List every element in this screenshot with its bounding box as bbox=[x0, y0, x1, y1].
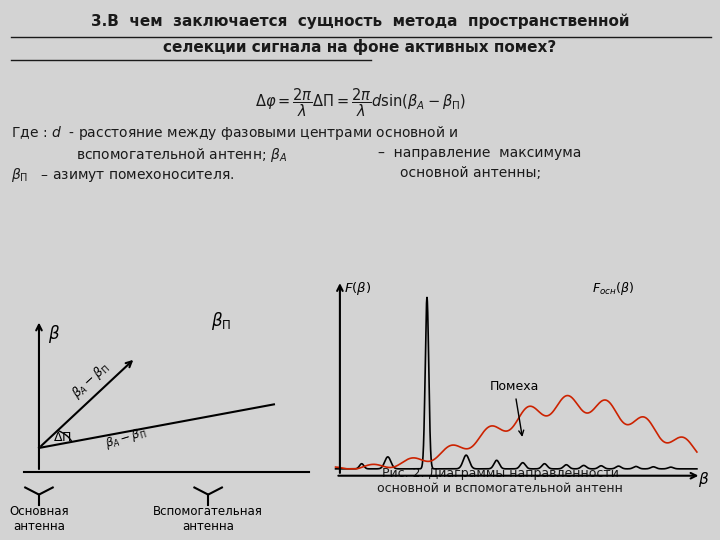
Text: основной антенны;: основной антенны; bbox=[400, 166, 541, 180]
Text: Где : $d$  - расстояние между фазовыми центрами основной и: Где : $d$ - расстояние между фазовыми це… bbox=[11, 124, 459, 142]
Text: $F(\beta)$: $F(\beta)$ bbox=[344, 280, 372, 298]
Text: $\beta_A - \beta_\Pi$: $\beta_A - \beta_\Pi$ bbox=[68, 359, 113, 402]
Text: $\Delta\Pi$: $\Delta\Pi$ bbox=[53, 430, 71, 443]
Text: $\Delta\varphi = \dfrac{2\pi}{\lambda}\Delta\Pi = \dfrac{2\pi}{\lambda}d\sin(\be: $\Delta\varphi = \dfrac{2\pi}{\lambda}\D… bbox=[254, 86, 466, 119]
Text: –  направление  максимума: – направление максимума bbox=[378, 146, 581, 160]
Text: Вспомогательная
антенна: Вспомогательная антенна bbox=[153, 505, 263, 533]
Text: $\beta_A - \beta_\Pi$: $\beta_A - \beta_\Pi$ bbox=[103, 424, 148, 453]
Text: $\beta_\Pi$   – азимут помехоносителя.: $\beta_\Pi$ – азимут помехоносителя. bbox=[11, 166, 234, 184]
Text: Рис. 2. Диаграммы направленности
основной и вспомогательной антенн: Рис. 2. Диаграммы направленности основно… bbox=[377, 467, 624, 495]
Text: $\beta$: $\beta$ bbox=[698, 470, 709, 489]
Text: $\beta$: $\beta$ bbox=[48, 323, 60, 345]
Text: $\beta_\Pi$: $\beta_\Pi$ bbox=[211, 310, 231, 332]
Text: селекции сигнала на фоне активных помех?: селекции сигнала на фоне активных помех? bbox=[163, 39, 557, 55]
Text: Помеха: Помеха bbox=[490, 380, 539, 435]
Text: Основная
антенна: Основная антенна bbox=[9, 505, 69, 533]
Text: $F_{осн}(\beta)$: $F_{осн}(\beta)$ bbox=[593, 280, 634, 298]
Text: вспомогательной антенн; $\beta_A$: вспомогательной антенн; $\beta_A$ bbox=[76, 146, 287, 164]
Text: 3.В  чем  заключается  сущность  метода  пространственной: 3.В чем заключается сущность метода прос… bbox=[91, 14, 629, 29]
